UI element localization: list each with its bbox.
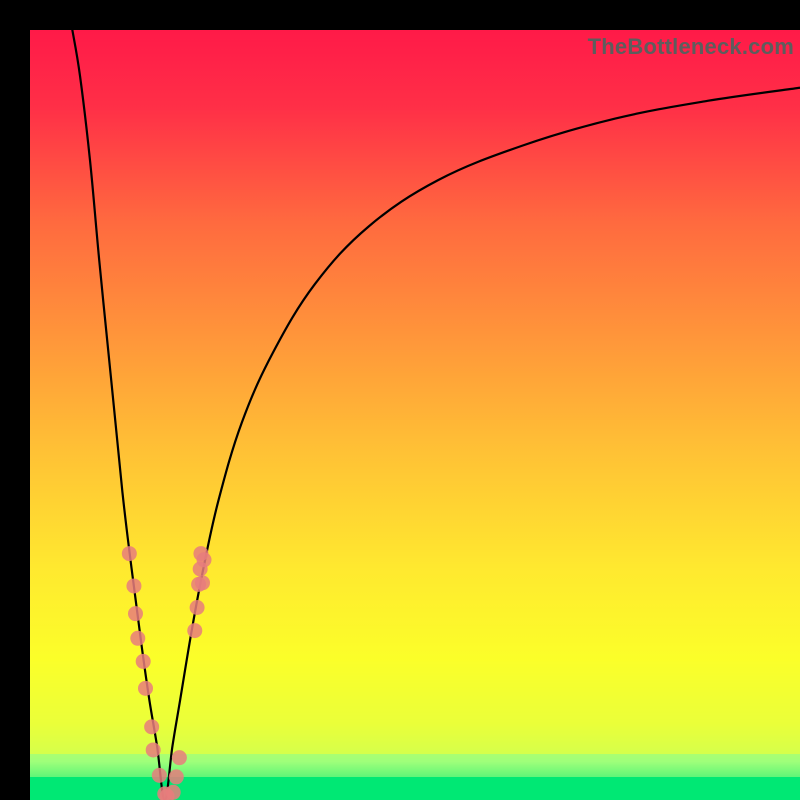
scatter-point [166, 785, 181, 800]
chart-container: TheBottleneck.com [0, 0, 800, 800]
scatter-point [187, 623, 202, 638]
scatter-point [122, 546, 137, 561]
scatter-point [197, 552, 212, 567]
watermark-text: TheBottleneck.com [588, 34, 794, 60]
scatter-point [152, 768, 167, 783]
scatter-point [130, 631, 145, 646]
scatter-point [172, 750, 187, 765]
bottleneck-chart-svg [30, 30, 800, 800]
scatter-point [128, 606, 143, 621]
bottleneck-curve [72, 30, 800, 800]
scatter-points [122, 546, 212, 800]
scatter-point [169, 769, 184, 784]
scatter-point [136, 654, 151, 669]
scatter-point [195, 575, 210, 590]
scatter-point [138, 681, 153, 696]
scatter-point [144, 719, 159, 734]
scatter-point [146, 742, 161, 757]
scatter-point [126, 578, 141, 593]
plot-area: TheBottleneck.com [30, 30, 800, 800]
scatter-point [190, 600, 205, 615]
